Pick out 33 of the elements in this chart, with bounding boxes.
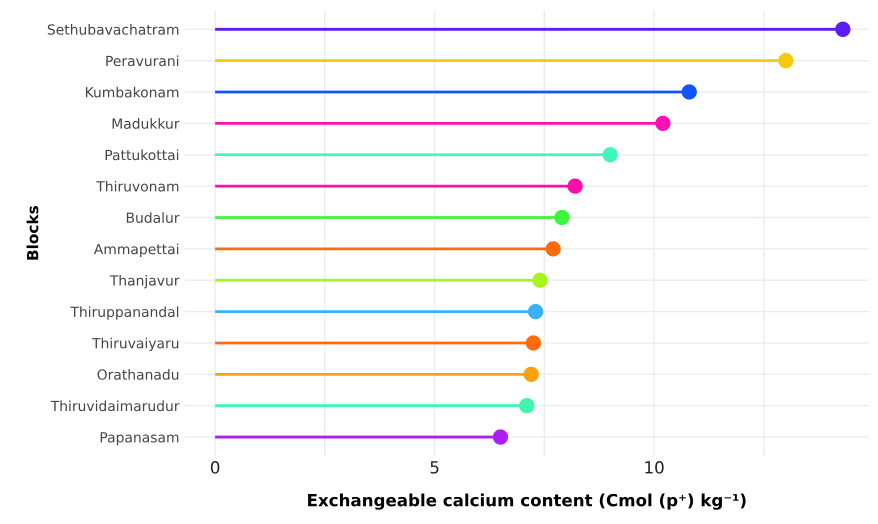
y-tick-label: Peravurani [106,55,178,66]
y-tick-label: Budalur [126,212,180,223]
y-tick-label: Pattukottai [106,149,178,160]
point [492,429,508,445]
y-tick-label: Thiruppanandal [70,306,178,320]
x-tick-label: 5 [430,461,438,474]
point [524,366,539,382]
point [778,53,794,68]
y-tick-label: Papanasam [100,432,178,446]
y-tick-label: Kumbakonam [86,86,178,98]
y-tick-label: Thanjavur [110,274,180,288]
point [546,241,561,256]
y-tick-label: Thiruvidaimarudur [50,400,180,412]
point [655,116,671,132]
x-tick-label: 0 [210,461,220,474]
y-tick-label: Orathanadu [97,369,178,380]
point [526,335,542,351]
point [554,210,570,226]
y-tick-label: Thiruvaiyaru [92,338,178,352]
y-tick-label: Thiruvonam [96,180,178,192]
x-tick-label: 10 [645,461,664,474]
y-tick-label: Sethubavachatram [48,24,178,35]
point [602,147,618,162]
y-axis-title: Blocks [26,206,38,260]
point [835,22,851,37]
point [682,84,697,100]
x-axis-title: Exchangeable calcium content (Cmol (p⁺) kg⁻¹) [308,494,746,510]
point [532,272,548,288]
point [519,398,534,414]
y-tick-label: Madukkur [112,118,180,129]
point [567,178,583,194]
point [528,304,544,320]
y-tick-label: Ammapettai [94,244,178,258]
